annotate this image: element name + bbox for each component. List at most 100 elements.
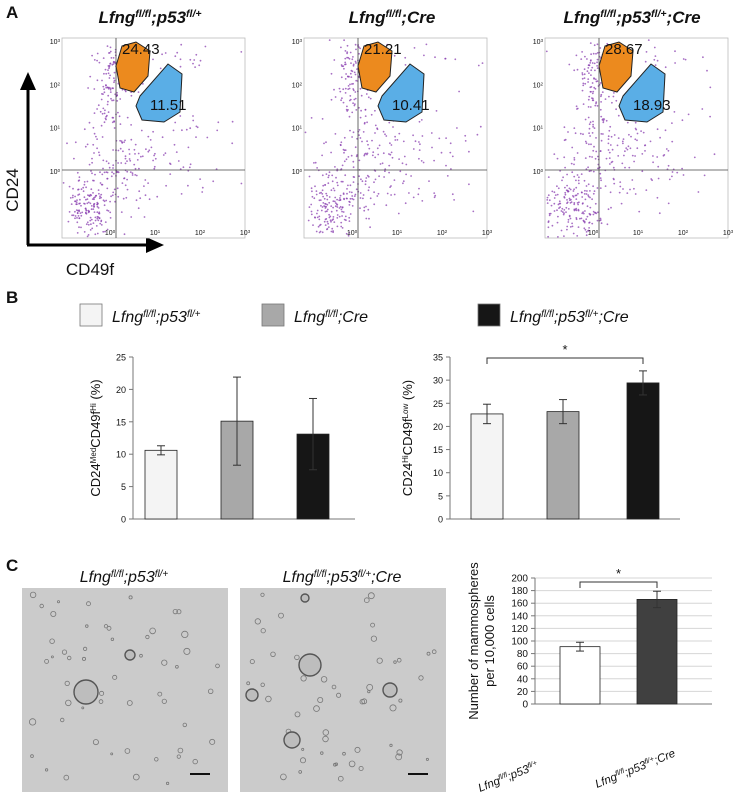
event-dot	[588, 72, 590, 74]
event-dot	[571, 222, 573, 225]
event-dot	[311, 195, 314, 198]
text-part: 10	[50, 39, 58, 46]
event-dot	[636, 147, 639, 150]
event-dot	[148, 149, 151, 152]
event-dot	[595, 150, 598, 153]
event-dot	[651, 179, 653, 182]
event-dot	[418, 141, 420, 143]
text-part: CD49f	[400, 418, 415, 455]
event-dot	[341, 215, 343, 217]
event-dot	[594, 211, 596, 214]
event-dot	[590, 90, 592, 93]
event-dot	[573, 203, 576, 206]
event-dot	[434, 194, 437, 197]
event-dot	[592, 120, 594, 123]
event-dot	[597, 211, 599, 214]
y-tick-label: 103	[292, 38, 303, 47]
event-dot	[336, 181, 339, 184]
event-dot	[468, 183, 470, 186]
x-tick-label: 103	[240, 229, 251, 238]
event-dot	[414, 140, 417, 143]
event-dot	[607, 208, 610, 211]
event-dot	[587, 64, 590, 67]
event-dot	[189, 163, 192, 166]
event-dot	[351, 83, 353, 85]
event-dot	[89, 202, 92, 205]
event-dot	[240, 51, 243, 53]
event-dot	[177, 160, 180, 162]
event-dot	[652, 155, 654, 157]
event-dot	[403, 155, 406, 158]
cell	[176, 754, 181, 759]
event-dot	[577, 226, 580, 229]
event-dot	[581, 51, 583, 53]
event-dot	[574, 132, 577, 135]
event-dot	[581, 72, 584, 74]
event-dot	[152, 58, 154, 61]
event-dot	[440, 151, 443, 154]
event-dot	[339, 90, 342, 93]
text-part: 10	[240, 230, 248, 237]
plot-frame	[303, 37, 488, 239]
text-part: CD24	[88, 463, 103, 496]
event-dot	[347, 88, 350, 90]
event-dot	[342, 65, 345, 68]
event-dot	[568, 187, 571, 190]
text-part: ;p53	[616, 8, 652, 27]
event-dot	[644, 60, 647, 63]
event-dot	[91, 54, 93, 57]
event-dot	[596, 105, 599, 107]
event-dot	[376, 195, 379, 197]
superscript: 1	[158, 229, 161, 234]
superscript: Hi	[401, 455, 410, 463]
event-dot	[682, 58, 685, 60]
event-dot	[113, 77, 115, 80]
event-dot	[124, 157, 127, 160]
gate-percent: 18.93	[633, 97, 671, 114]
cell	[183, 647, 191, 655]
event-dot	[349, 95, 352, 97]
event-dot	[667, 149, 670, 152]
y-tick-label: 102	[533, 81, 544, 90]
bar	[546, 411, 580, 520]
cell	[61, 649, 68, 655]
gate	[135, 63, 183, 123]
event-dot	[364, 108, 367, 111]
event-dot	[105, 115, 108, 118]
event-dot	[586, 70, 589, 73]
event-dot	[362, 194, 365, 196]
cell	[280, 773, 287, 781]
superscript: 1	[541, 124, 544, 129]
event-dot	[103, 200, 106, 203]
event-dot	[83, 128, 86, 131]
event-dot	[625, 147, 628, 150]
event-dot	[600, 179, 602, 182]
event-dot	[73, 157, 75, 160]
event-dot	[609, 163, 611, 165]
event-dot	[310, 210, 313, 213]
cell	[396, 749, 403, 756]
event-dot	[589, 62, 592, 64]
event-dot	[326, 198, 329, 201]
event-dot	[600, 101, 602, 103]
gate	[357, 41, 393, 93]
text-part: 10	[533, 82, 541, 89]
event-dot	[345, 232, 348, 235]
event-dot	[605, 119, 608, 122]
cell	[418, 675, 424, 681]
event-dot	[117, 162, 119, 164]
text-part: 10	[633, 230, 641, 237]
event-dot	[402, 182, 404, 185]
significance-label: *	[562, 342, 567, 357]
event-dot	[349, 201, 351, 204]
event-dot	[363, 154, 366, 157]
event-dot	[367, 96, 370, 99]
event-dot	[596, 67, 599, 69]
event-dot	[131, 172, 134, 175]
event-dot	[173, 143, 176, 146]
event-dot	[589, 60, 592, 62]
event-dot	[331, 227, 334, 230]
axis-label: CD49f	[66, 260, 114, 279]
event-dot	[557, 203, 560, 206]
event-dot	[573, 163, 575, 166]
